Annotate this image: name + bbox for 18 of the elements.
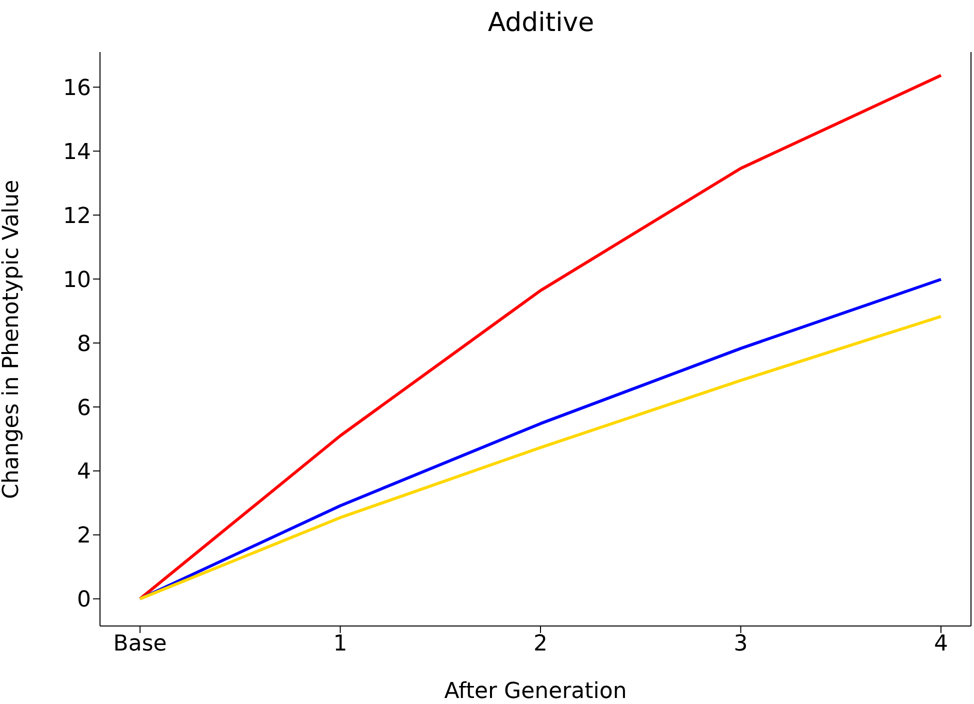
line-series xyxy=(138,74,942,600)
y-tick-label: 0 xyxy=(77,588,91,613)
x-tick-label: 4 xyxy=(934,632,948,657)
y-tick-label: 8 xyxy=(77,332,91,357)
chart-title: Additive xyxy=(486,8,596,38)
y-tick-label: 10 xyxy=(63,268,91,293)
y-tick-label: 2 xyxy=(77,524,91,549)
x-tick-label: Base xyxy=(113,632,167,657)
x-tick-label: 3 xyxy=(734,632,748,657)
y-tick-label: 4 xyxy=(77,460,91,485)
x-axis-title: After Generation xyxy=(444,679,627,704)
y-axis-title: Changes in Phenotypic Value xyxy=(0,180,24,499)
y-tick-label: 14 xyxy=(63,140,91,165)
x-tick-label: 2 xyxy=(534,632,548,657)
y-tick-label: 6 xyxy=(77,396,91,421)
y-tick-label: 16 xyxy=(63,76,91,101)
y-tick-label: 12 xyxy=(63,204,91,229)
x-tick-label: 1 xyxy=(333,632,348,657)
